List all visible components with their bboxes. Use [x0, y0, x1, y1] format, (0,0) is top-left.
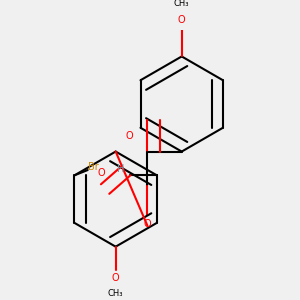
Text: Br: Br — [88, 162, 98, 172]
Text: O: O — [112, 273, 119, 283]
Text: H: H — [118, 164, 125, 174]
Text: CH₃: CH₃ — [108, 289, 123, 298]
Text: CH₃: CH₃ — [174, 0, 190, 8]
Text: O: O — [143, 219, 151, 229]
Text: O: O — [125, 131, 133, 141]
Text: O: O — [178, 15, 185, 25]
Text: O: O — [98, 168, 105, 178]
